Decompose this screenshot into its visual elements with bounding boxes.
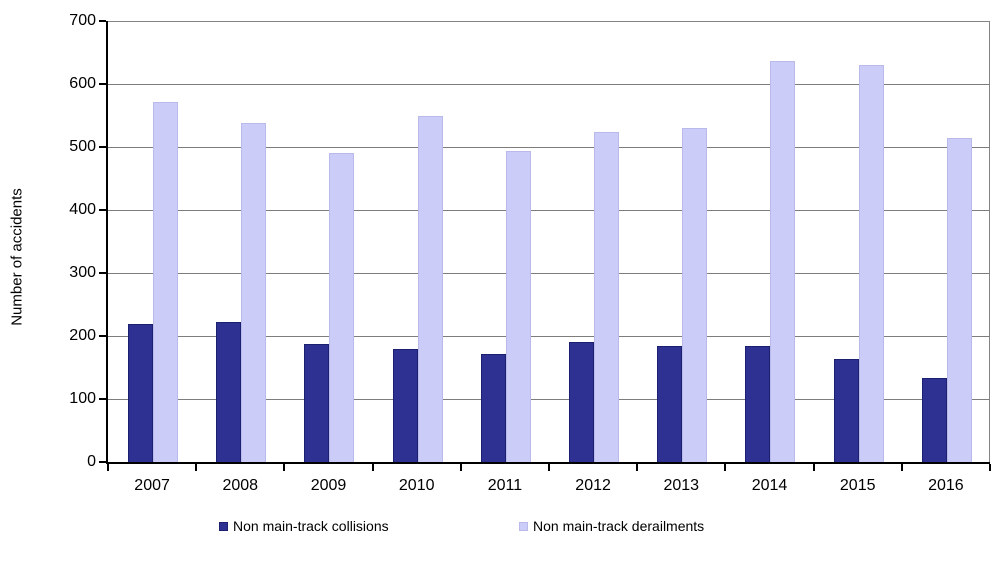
plot-border-right xyxy=(989,21,990,462)
bar-non-main-track-derailments-2010 xyxy=(417,115,443,462)
y-tick-label-600: 600 xyxy=(69,75,96,92)
category-group-2016 xyxy=(902,21,990,462)
bar-non-main-track-collisions-2010 xyxy=(392,348,418,462)
y-tick-label-300: 300 xyxy=(69,264,96,281)
x-tick-2 xyxy=(283,464,286,471)
y-tick-700 xyxy=(99,20,106,22)
gridline-500 xyxy=(108,147,990,148)
x-tick-1 xyxy=(195,464,198,471)
legend-label: Non main-track collisions xyxy=(233,518,389,534)
bar-non-main-track-derailments-2008 xyxy=(241,123,267,462)
y-tick-100 xyxy=(99,398,106,400)
x-tick-label-2012: 2012 xyxy=(575,477,611,494)
y-tick-label-0: 0 xyxy=(87,453,96,470)
y-tick-600 xyxy=(99,83,106,85)
legend-item-2: Non main-track derailments xyxy=(519,518,704,534)
bar-non-main-track-derailments-2016 xyxy=(946,138,972,462)
x-tick-label-2010: 2010 xyxy=(398,477,435,494)
bar-non-main-track-derailments-2014 xyxy=(770,61,796,462)
y-tick-500 xyxy=(99,146,106,148)
category-group-2012 xyxy=(549,21,637,462)
bar-non-main-track-collisions-2008 xyxy=(216,322,242,462)
bar-non-main-track-derailments-2009 xyxy=(329,152,355,462)
y-tick-300 xyxy=(99,272,106,274)
x-tick-label-2014: 2014 xyxy=(751,477,788,494)
y-axis-title: Number of accidents xyxy=(8,188,26,326)
bar-non-main-track-derailments-2013 xyxy=(682,128,708,462)
y-tick-label-500: 500 xyxy=(69,138,96,155)
gridline-100 xyxy=(108,399,990,400)
y-tick-400 xyxy=(99,209,106,211)
x-tick-label-2013: 2013 xyxy=(663,477,700,494)
category-group-2013 xyxy=(637,21,725,462)
gridline-400 xyxy=(108,210,990,211)
y-axis-line xyxy=(106,21,108,464)
bar-non-main-track-collisions-2009 xyxy=(304,344,330,462)
bar-non-main-track-derailments-2012 xyxy=(594,131,619,462)
y-tick-label-700: 700 xyxy=(69,12,96,29)
x-tick-label-2015: 2015 xyxy=(839,477,876,494)
x-tick-label-2008: 2008 xyxy=(222,477,259,494)
bar-non-main-track-derailments-2015 xyxy=(858,65,884,462)
plot-area xyxy=(108,21,990,462)
x-tick-label-2007: 2007 xyxy=(134,477,170,494)
y-tick-label-100: 100 xyxy=(69,390,96,407)
y-tick-0 xyxy=(99,461,106,463)
bar-non-main-track-collisions-2011 xyxy=(480,354,506,462)
legend-marker-icon xyxy=(219,521,228,531)
x-tick-5 xyxy=(548,464,550,471)
bar-non-main-track-derailments-2011 xyxy=(505,150,531,462)
gridline-600 xyxy=(108,84,990,85)
x-tick-9 xyxy=(900,464,903,471)
category-group-2015 xyxy=(814,21,902,462)
bar-non-main-track-derailments-2007 xyxy=(153,102,178,462)
x-tick-0 xyxy=(107,464,109,471)
category-group-2010 xyxy=(373,21,461,462)
x-tick-label-2016: 2016 xyxy=(928,477,964,494)
legend-marker-icon xyxy=(519,521,528,531)
bar-non-main-track-collisions-2012 xyxy=(569,342,594,462)
x-tick-6 xyxy=(636,464,639,471)
gridline-300 xyxy=(108,273,990,274)
plot-border-top xyxy=(108,21,990,22)
x-tick-label-2009: 2009 xyxy=(310,477,347,494)
bar-non-main-track-collisions-2013 xyxy=(657,346,683,462)
x-tick-8 xyxy=(812,464,815,471)
gridline-200 xyxy=(108,336,990,337)
x-axis-line xyxy=(106,462,990,464)
x-tick-4 xyxy=(459,464,462,471)
y-tick-label-400: 400 xyxy=(69,201,96,218)
legend-item-1: Non main-track collisions xyxy=(219,518,389,534)
bar-non-main-track-collisions-2014 xyxy=(745,346,771,462)
bar-non-main-track-collisions-2007 xyxy=(128,324,153,462)
y-tick-200 xyxy=(99,335,106,337)
category-group-2009 xyxy=(284,21,372,462)
bar-non-main-track-collisions-2016 xyxy=(921,378,947,462)
y-tick-label-200: 200 xyxy=(69,327,96,344)
bar-non-main-track-collisions-2015 xyxy=(833,358,859,462)
category-group-2014 xyxy=(725,21,813,462)
category-group-2007 xyxy=(108,21,196,462)
x-tick-7 xyxy=(724,464,727,471)
x-tick-3 xyxy=(371,464,374,471)
x-tick-10 xyxy=(989,464,991,471)
category-group-2008 xyxy=(196,21,284,462)
legend-label: Non main-track derailments xyxy=(533,518,705,534)
x-tick-label-2011: 2011 xyxy=(487,477,523,494)
category-group-2011 xyxy=(461,21,549,462)
